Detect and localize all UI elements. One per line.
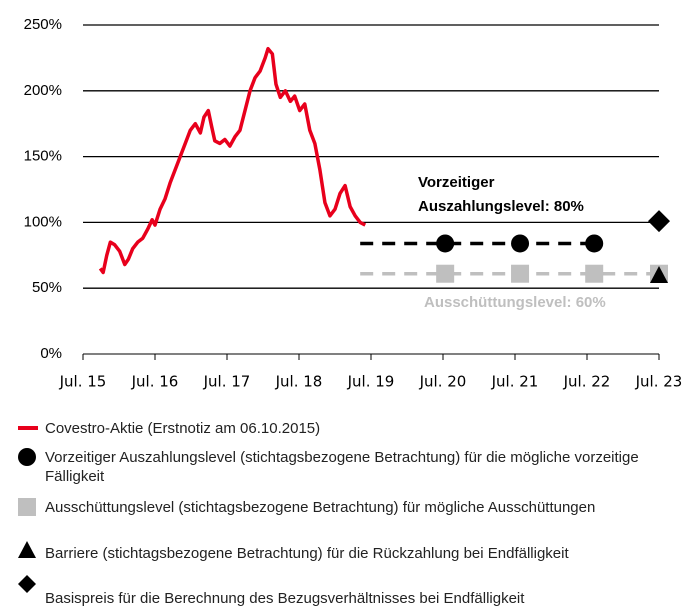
legend-label: Vorzeitiger Auszahlungslevel (stichtagsb… [45,449,639,485]
marker [436,264,455,283]
marker [648,210,670,233]
marker [585,264,604,283]
legend-label: Basispreis für die Berechnung des Bezugs… [45,590,525,607]
legend-swatch [18,498,36,516]
x-tick-label: Jul. 19 [347,373,395,391]
x-tick-label: Jul. 17 [203,373,251,391]
legend-symbol [18,498,36,516]
x-tick-label: Jul. 20 [419,373,467,391]
legend-swatch [18,448,36,466]
annotation: Vorzeitiger [418,174,495,191]
y-tick-label: 100% [24,213,62,230]
marker [511,234,530,253]
y-tick-label: 250% [24,16,62,33]
legend-label: Covestro-Aktie (Erstnotiz am 06.10.2015) [45,420,321,437]
y-tick-label: 150% [24,148,62,165]
x-tick-label: Jul. 23 [635,373,683,391]
legend-label: Ausschüttungslevel (stichtagsbezogene Be… [45,499,596,516]
legend-symbol [18,448,36,466]
legend-label: Barriere (stichtagsbezogene Betrachtung)… [45,545,569,562]
x-tick-label: Jul. 15 [59,373,107,391]
y-tick-label: 50% [32,279,62,296]
legend-swatch [18,575,36,593]
x-tick-label: Jul. 18 [275,373,323,391]
marker [585,234,604,253]
x-tick-label: Jul. 21 [491,373,539,391]
annotation: Ausschüttungslevel: 60% [424,294,606,311]
marker [436,234,455,253]
marker [650,266,668,284]
y-tick-label: 0% [40,345,62,362]
y-tick-label: 200% [24,82,62,99]
x-tick-label: Jul. 22 [563,373,611,391]
annotation: Auszahlungslevel: 80% [418,198,584,215]
legend-symbol [18,541,36,558]
marker [511,264,530,283]
x-tick-label: Jul. 16 [131,373,179,391]
legend-swatch [18,541,36,558]
legend-symbol [18,426,38,430]
legend-symbol [18,575,36,593]
stock-line [98,46,367,275]
